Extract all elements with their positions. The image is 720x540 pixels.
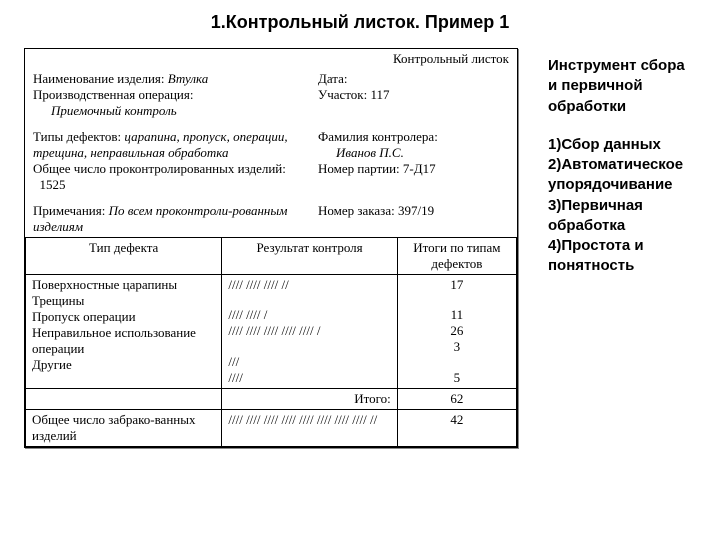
- total-checked-value: 1525: [40, 177, 66, 192]
- defect-tally: //// //// //// //: [228, 277, 390, 307]
- col-type: Тип дефекта: [26, 238, 222, 275]
- side-intro: и первичной: [548, 76, 698, 96]
- side-item: упорядочивание: [548, 175, 698, 195]
- side-item: 4)Простота и: [548, 236, 698, 256]
- batch-value: 7-Д17: [403, 161, 436, 176]
- area-label: Участок:: [318, 87, 367, 102]
- side-item: обработка: [548, 216, 698, 236]
- defects-table: Тип дефекта Результат контроля Итоги по …: [25, 237, 517, 447]
- defect-total: 26: [404, 323, 510, 339]
- rejected-tally: //// //// //// //// //// //// //// //// …: [222, 410, 397, 447]
- order-value: 397/19: [398, 203, 434, 218]
- rejected-value: 42: [397, 410, 516, 447]
- control-sheet: Контрольный листок Наименование изделия:…: [24, 48, 518, 448]
- defect-types-label: Типы дефектов:: [33, 129, 121, 144]
- notes-label: Примечания:: [33, 203, 105, 218]
- total-value: 62: [397, 389, 516, 410]
- defect-total: 17: [404, 277, 510, 307]
- defect-tally: //// //// //// //// //// /: [228, 323, 390, 339]
- defect-type: Пропуск операции: [32, 309, 215, 325]
- defect-tally: ///: [228, 354, 390, 370]
- order-label: Номер заказа:: [318, 203, 395, 218]
- total-label: Итого:: [222, 389, 397, 410]
- defect-tally: ////: [228, 370, 390, 386]
- product-value: Втулка: [168, 71, 209, 86]
- inspector-value: Иванов П.С.: [318, 145, 404, 160]
- side-notes: Инструмент сбора и первичной обработки 1…: [548, 56, 698, 277]
- defect-type: Поверхностные царапины: [32, 277, 215, 293]
- inspector-label: Фамилия контролера:: [318, 129, 438, 144]
- defect-type: Трещины: [32, 293, 215, 309]
- batch-label: Номер партии:: [318, 161, 400, 176]
- total-checked-label: Общее число проконтролированных изделий:: [33, 161, 286, 176]
- side-item: 3)Первичная: [548, 196, 698, 216]
- rejected-label: Общее число забрако-ванных изделий: [26, 410, 222, 447]
- operation-value: Приемочный контроль: [33, 103, 509, 119]
- side-intro: Инструмент сбора: [548, 56, 698, 76]
- header-block: Наименование изделия: Втулка Дата: Произ…: [25, 67, 517, 237]
- side-item: 1)Сбор данных: [548, 135, 698, 155]
- col-result: Результат контроля: [222, 238, 397, 275]
- defect-total: 5: [404, 370, 510, 386]
- product-label: Наименование изделия:: [33, 71, 165, 86]
- date-label: Дата:: [318, 71, 348, 86]
- defect-total: 11: [404, 307, 510, 323]
- defect-total: 3: [404, 339, 510, 355]
- side-item: 2)Автоматическое: [548, 155, 698, 175]
- defect-type: Другие: [32, 357, 215, 373]
- side-item: понятность: [548, 256, 698, 276]
- operation-label: Производственная операция:: [33, 87, 193, 102]
- sheet-title: Контрольный листок: [25, 49, 517, 67]
- page-title: 1.Контрольный листок. Пример 1: [0, 12, 720, 33]
- side-intro: обработки: [548, 97, 698, 117]
- defect-type: Неправильное использование операции: [32, 325, 215, 357]
- col-totals: Итоги по типам дефектов: [397, 238, 516, 275]
- rejected-row: Общее число забрако-ванных изделий //// …: [26, 410, 517, 447]
- area-value: 117: [370, 87, 389, 102]
- total-row: Итого: 62: [26, 389, 517, 410]
- defect-tally: //// //// /: [228, 307, 390, 323]
